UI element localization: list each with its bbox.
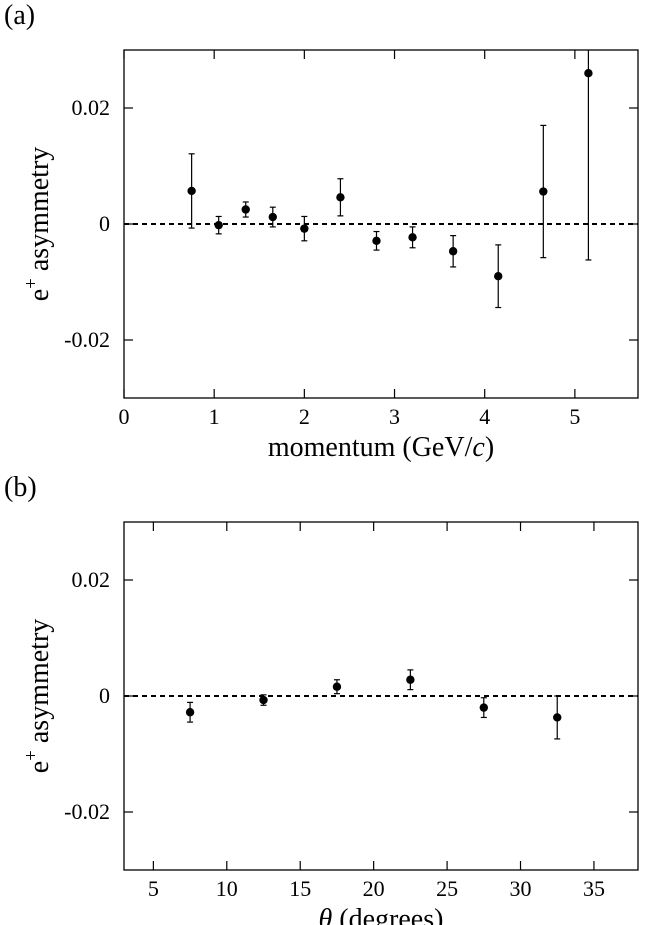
data-point [584,69,593,78]
data-point [406,675,415,684]
y-axis-label-superscript: + [21,750,42,761]
data-point [259,695,268,705]
x-tick-label: 15 [289,876,311,901]
data-point [372,236,381,246]
data-point [268,212,277,222]
x-axis-label: momentum (GeV/c) [268,432,494,463]
x-tick-label: 25 [436,876,458,901]
panel-label: (b) [4,472,37,503]
data-point [479,703,488,712]
x-tick-label: 35 [583,876,605,901]
data-point [336,193,345,202]
x-axis-label-text: momentum (GeV/ [268,432,473,463]
y-tick-label: 0 [99,211,110,236]
y-axis-label-rest: asymmetry [24,147,55,278]
x-axis-label-text: (degrees) [332,904,443,925]
x-tick-label: 3 [389,404,400,429]
panel-label: (a) [4,0,35,31]
y-axis-label-rest: asymmetry [24,619,55,750]
data-point [553,713,562,722]
x-tick-label: 30 [510,876,532,901]
y-axis-label: e+ asymmetry [21,147,55,302]
y-tick-label: 0 [99,683,110,708]
chart-panel-a: (a) 0 1 2 3 4 5 -0.02 0 0.02 momentum (GeV/c) e+ as… [4,0,639,463]
x-axis-label-end: ) [485,432,494,463]
x-axis-label: θ (degrees) [319,904,444,925]
y-axis-label-base: e [24,289,55,301]
y-tick-label: 0.02 [72,95,111,120]
x-axis-label-italic: c [472,432,485,463]
x-tick-label: 0 [119,404,130,429]
data-point [185,708,195,717]
data-point [214,220,223,230]
data-point [332,682,342,691]
data-point [408,233,417,242]
data-point [448,247,458,256]
y-axis-label: e+ asymmetry [21,619,55,774]
x-tick-label: 1 [209,404,220,429]
chart-panel-b: (b) 5 10 15 20 25 30 35 -0.02 0 0.02 θ (degrees) e+ … [4,472,639,925]
data-point [300,224,309,233]
data-point [241,205,250,214]
data-point [187,186,196,196]
data-point [494,272,503,281]
x-tick-label: 2 [299,404,310,429]
x-axis-label-symbol: θ [319,904,333,925]
data-point [539,187,548,196]
y-axis-label-superscript: + [21,278,42,289]
x-tick-label: 10 [216,876,238,901]
y-tick-label: -0.02 [64,327,110,352]
y-tick-label: -0.02 [64,799,110,824]
x-tick-label: 4 [479,404,490,429]
y-tick-label: 0.02 [72,567,111,592]
x-tick-label: 5 [148,876,159,901]
x-tick-label: 20 [363,876,385,901]
y-axis-label-base: e [24,761,55,773]
x-tick-label: 5 [569,404,580,429]
